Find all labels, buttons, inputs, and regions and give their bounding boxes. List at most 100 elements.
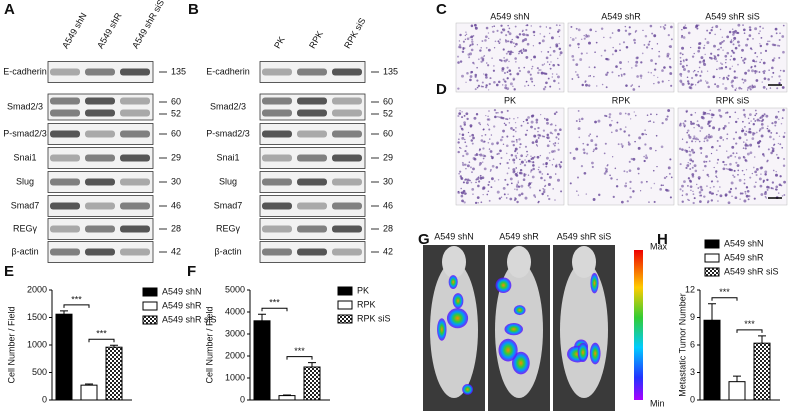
- cell-dot: [662, 184, 664, 187]
- cell-dot: [595, 41, 598, 44]
- cell-dot: [460, 177, 464, 180]
- cell-dot: [558, 35, 561, 38]
- cell-dot: [751, 48, 753, 51]
- cell-dot: [638, 85, 640, 88]
- cell-dot: [717, 190, 719, 192]
- cell-dot: [752, 123, 755, 126]
- cell-dot: [520, 160, 524, 164]
- cell-dot: [727, 74, 730, 77]
- cell-dot: [507, 50, 510, 53]
- cell-dot: [731, 28, 734, 30]
- cell-dot: [696, 27, 699, 30]
- cell-dot: [519, 163, 522, 165]
- cell-dot: [678, 123, 682, 127]
- cell-dot: [474, 23, 477, 27]
- cell-dot: [505, 117, 508, 120]
- cell-dot: [484, 73, 488, 77]
- cell-dot: [611, 71, 614, 74]
- cell-dot: [714, 57, 717, 61]
- cell-dot: [588, 41, 591, 45]
- cell-dot: [653, 68, 657, 71]
- cell-dot: [469, 166, 472, 169]
- cell-dot: [735, 161, 738, 164]
- cell-dot: [557, 132, 560, 136]
- y-tick-label: 12: [685, 284, 695, 294]
- cell-dot: [553, 79, 556, 83]
- cell-dot: [717, 200, 719, 202]
- cell-dot: [706, 185, 708, 188]
- cell-dot: [576, 73, 579, 77]
- cell-dot: [546, 173, 549, 176]
- cell-dot: [727, 201, 731, 205]
- cell-dot: [486, 118, 489, 121]
- cell-dot: [614, 167, 617, 170]
- panel-label: D: [436, 81, 447, 98]
- cell-dot: [687, 82, 690, 85]
- cell-dot: [459, 46, 461, 48]
- cell-dot: [705, 160, 708, 163]
- cell-dot: [710, 52, 713, 55]
- cell-dot: [462, 189, 466, 193]
- band: [85, 248, 115, 256]
- cell-dot: [752, 59, 755, 63]
- cell-dot: [771, 66, 774, 70]
- cell-dot: [493, 108, 497, 112]
- cell-dot: [571, 38, 575, 41]
- cell-dot: [499, 38, 502, 41]
- cell-dot: [764, 195, 767, 198]
- cell-dot: [764, 173, 767, 176]
- cell-dot: [508, 159, 511, 161]
- cell-dot: [629, 180, 632, 184]
- cell-dot: [537, 133, 540, 137]
- cell-dot: [680, 75, 682, 78]
- cell-dot: [690, 46, 692, 49]
- cell-dot: [770, 35, 773, 38]
- cell-dot: [583, 34, 585, 37]
- legend-swatch: [142, 315, 158, 325]
- signal: [462, 384, 474, 395]
- blot-box: [259, 123, 366, 145]
- cell-dot: [540, 71, 544, 75]
- cell-dot: [610, 131, 613, 134]
- cell-dot: [667, 166, 671, 170]
- cell-dot: [624, 184, 628, 188]
- cell-dot: [663, 176, 667, 180]
- cell-dot: [594, 51, 596, 54]
- cell-dot: [490, 177, 494, 181]
- cell-dot: [703, 44, 706, 47]
- cell-dot: [510, 182, 513, 185]
- cell-dot: [764, 170, 768, 174]
- cell-dot: [606, 164, 608, 167]
- y-tick-label: 3: [690, 367, 695, 377]
- cell-dot: [704, 53, 706, 56]
- cell-dot: [729, 40, 733, 44]
- cell-dot: [575, 120, 578, 123]
- cell-dot: [754, 120, 757, 122]
- cell-dot: [730, 55, 733, 57]
- cell-dot: [462, 163, 465, 167]
- cell-dot: [532, 30, 536, 34]
- cell-dot: [494, 40, 497, 43]
- protein-label: P-smad2/3: [206, 128, 250, 138]
- cell-dot: [465, 192, 467, 195]
- protein-label: Smad7: [11, 200, 40, 210]
- cell-dot: [506, 71, 509, 73]
- cell-dot: [761, 81, 763, 83]
- cell-dot: [711, 192, 714, 195]
- cell-dot: [702, 111, 705, 114]
- legend-label: A549 shR siS: [162, 314, 217, 324]
- sig-label: ***: [719, 287, 730, 297]
- cell-dot: [470, 125, 472, 128]
- cell-dot: [614, 49, 618, 53]
- cell-dot: [482, 147, 485, 150]
- cell-dot: [538, 166, 540, 168]
- cell-dot: [683, 60, 685, 63]
- cell-dot: [462, 181, 465, 184]
- cell-dot: [667, 34, 670, 37]
- cell-dot: [715, 172, 717, 174]
- cell-dot: [484, 35, 488, 39]
- cell-dot: [733, 36, 737, 40]
- cell-dot: [661, 122, 664, 125]
- band: [262, 68, 292, 76]
- cell-dot: [771, 149, 775, 153]
